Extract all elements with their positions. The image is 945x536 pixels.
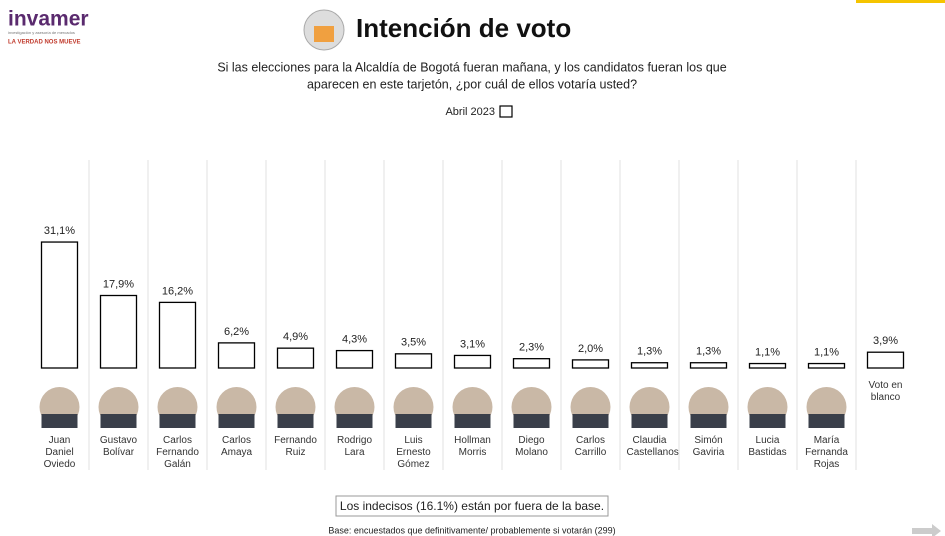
candidate-name: Claudia Castellanos (626, 435, 679, 458)
value-label: 6,2% (224, 326, 249, 338)
note: Los indecisos (16.1%) están por fuera de… (340, 499, 604, 513)
bar (40, 241, 79, 369)
value-label: 1,3% (696, 346, 721, 358)
photo-body (454, 414, 491, 428)
candidate-name: Hollman Morris (454, 435, 491, 458)
bar (276, 347, 315, 369)
subtitle: aparecen en este tarjetón, ¿por cuál de … (307, 77, 637, 91)
photo-body (572, 414, 609, 428)
photo-body (631, 414, 668, 428)
photo-body (100, 414, 137, 428)
bar (335, 349, 374, 369)
candidate-name: Gustavo Bolívar (99, 435, 138, 458)
candidate-name: Carlos Amaya (220, 435, 253, 458)
value-label: 4,9% (283, 331, 308, 343)
bar (394, 353, 433, 369)
chart-title: Intención de voto (356, 13, 571, 43)
value-label: 2,3% (519, 342, 544, 354)
value-label: 17,9% (103, 278, 134, 290)
bar (748, 362, 787, 369)
candidate-name: Diego Molano (515, 435, 548, 458)
photo-body (336, 414, 373, 428)
photo-body (690, 414, 727, 428)
bar (512, 358, 551, 369)
icon-box (314, 26, 334, 42)
subtitle: Si las elecciones para la Alcaldía de Bo… (217, 60, 726, 74)
bar (866, 351, 905, 369)
value-label: 4,3% (342, 333, 367, 345)
footer: Base: encuestados que definitivamente/ p… (328, 525, 615, 535)
value-label: 1,1% (755, 346, 780, 358)
value-label: 3,5% (401, 337, 426, 349)
candidate-name: Carlos Carrillo (574, 435, 607, 458)
photo-body (749, 414, 786, 428)
bar (158, 301, 197, 369)
candidate-name: Fernando Ruiz (274, 435, 317, 458)
candidate-name: Voto en blanco (868, 380, 903, 403)
photo-body (218, 414, 255, 428)
photo-body (513, 414, 550, 428)
value-label: 1,1% (814, 346, 839, 358)
photo-body (808, 414, 845, 428)
value-label: 31,1% (44, 225, 75, 237)
logo-small: investigación y asesoría de mercados (8, 30, 75, 35)
accent-bar (856, 0, 945, 3)
note-box (335, 495, 609, 517)
value-label: 2,0% (578, 343, 603, 355)
bar (99, 294, 138, 369)
bar (689, 362, 728, 369)
candidate-name: Juan Daniel Oviedo (43, 435, 76, 470)
value-label: 1,3% (637, 346, 662, 358)
candidate-name: Luis Ernesto Gómez (396, 435, 431, 470)
photo-body (277, 414, 314, 428)
logo-tagline: LA VERDAD NOS MUEVE (8, 40, 80, 46)
photo-body (395, 414, 432, 428)
photo-body (159, 414, 196, 428)
next-arrow (912, 524, 941, 536)
photo-body (41, 414, 78, 428)
candidate-name: Simón Gaviria (692, 435, 725, 458)
value-label: 3,9% (873, 335, 898, 347)
candidate-name: Rodrigo Lara (336, 435, 373, 458)
logo-name: invamer (8, 8, 89, 31)
legend-swatch (499, 105, 513, 118)
value-label: 16,2% (162, 285, 193, 297)
bar (453, 354, 492, 369)
candidate-name: María Fernanda Rojas (805, 435, 848, 470)
value-label: 3,1% (460, 338, 485, 350)
candidate-name: Lucia Bastidas (748, 435, 787, 458)
bar (217, 342, 256, 369)
bar (630, 362, 669, 369)
candidate-name: Carlos Fernando Galán (156, 435, 199, 470)
bar (571, 359, 610, 369)
bar (807, 362, 846, 369)
legend-label: Abril 2023 (445, 106, 495, 118)
